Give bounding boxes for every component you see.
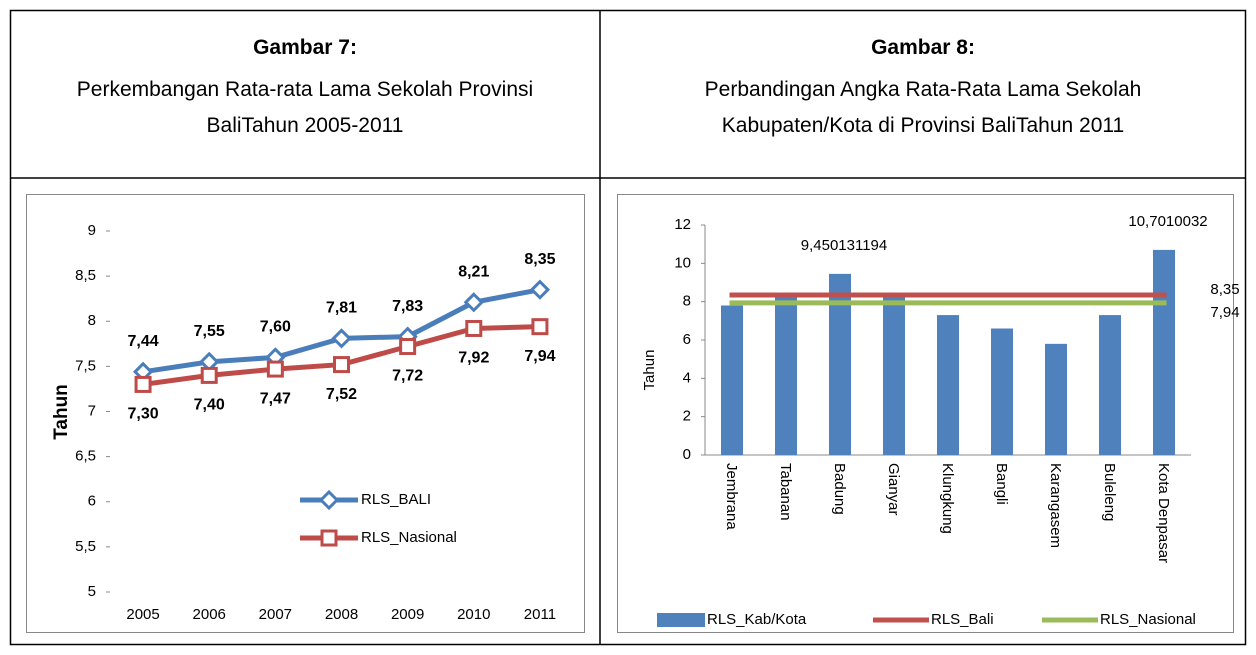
marker xyxy=(531,318,549,336)
x-tick-label: Bangli xyxy=(993,463,1010,505)
x-tick-label: 2007 xyxy=(259,606,292,623)
data-label: 8,35 xyxy=(1210,281,1239,298)
y-tick-label: 8,5 xyxy=(75,267,96,284)
x-tick-label: Gianyar xyxy=(885,463,902,516)
x-tick-label: 2005 xyxy=(126,606,159,623)
y-tick-label: 8 xyxy=(88,312,96,329)
y-tick-label: 9 xyxy=(88,222,96,239)
data-label: 9,450131194 xyxy=(801,237,887,254)
x-tick-label: Kota Denpasar xyxy=(1155,463,1172,563)
bar xyxy=(775,295,797,455)
y-tick-label: 4 xyxy=(683,369,691,386)
legend-marker xyxy=(320,529,338,547)
legend-label: RLS_Kab/Kota xyxy=(707,611,807,628)
data-label: 7,55 xyxy=(194,323,225,340)
legend-label: RLS_Bali xyxy=(931,611,994,628)
table-border xyxy=(9,9,1247,646)
x-tick-label: Karangasem xyxy=(1047,463,1064,548)
figure-title: Perbandingan Angka Rata-Rata Lama Sekola… xyxy=(704,78,1142,137)
y-axis-title: Tahun xyxy=(51,384,72,440)
data-label: 7,94 xyxy=(1210,304,1239,321)
bar xyxy=(991,328,1013,455)
legend-label: RLS_Nasional xyxy=(361,529,457,546)
marker xyxy=(529,279,551,300)
x-tick-label: Tabanan xyxy=(777,463,794,521)
x-tick-label: 2010 xyxy=(457,606,490,623)
header-cell: Gambar 8: Perbandingan Angka Rata-Rata L… xyxy=(600,10,1246,178)
bar xyxy=(829,273,851,455)
x-tick-label: 2011 xyxy=(524,606,556,623)
data-label: 7,52 xyxy=(326,386,357,403)
marker xyxy=(333,356,350,374)
marker xyxy=(331,328,352,349)
y-tick-label: 7,5 xyxy=(75,357,96,374)
marker xyxy=(134,375,152,393)
y-tick-label: 12 xyxy=(674,216,691,233)
bar xyxy=(1099,315,1121,455)
y-tick-label: 0 xyxy=(683,446,691,463)
data-label: 7,94 xyxy=(524,348,555,365)
chart-frame xyxy=(26,194,585,633)
y-axis-title: Tahun xyxy=(641,350,658,391)
y-tick-label: 2 xyxy=(683,408,691,425)
legend-label: RLS_BALI xyxy=(361,491,431,508)
figure-label: Gambar 7: xyxy=(253,36,357,59)
legend-marker xyxy=(318,489,340,511)
y-tick-label: 5 xyxy=(88,583,96,600)
data-label: 8,35 xyxy=(524,251,555,268)
x-tick-label: Jembrana xyxy=(723,463,740,530)
bar xyxy=(721,305,743,455)
data-label: 7,60 xyxy=(260,319,291,336)
y-tick-label: 6 xyxy=(683,331,691,348)
y-tick-label: 8 xyxy=(683,293,691,310)
figure-label: Gambar 8: xyxy=(871,36,975,59)
x-tick-label: 2006 xyxy=(193,606,226,623)
y-tick-label: 6,5 xyxy=(75,448,96,465)
y-tick-label: 5,5 xyxy=(75,538,96,555)
marker xyxy=(266,360,284,378)
x-tick-label: 2009 xyxy=(391,606,424,623)
figure-title: Perkembangan Rata-rata Lama Sekolah Prov… xyxy=(76,78,534,137)
x-tick-label: 2008 xyxy=(325,606,358,623)
data-label: 7,30 xyxy=(128,406,159,423)
data-label: 7,47 xyxy=(260,390,291,407)
data-label: 7,44 xyxy=(128,333,159,350)
x-tick-label: Klungkung xyxy=(939,463,956,534)
data-label: 8,21 xyxy=(458,264,489,281)
data-label: 7,81 xyxy=(326,300,357,317)
x-tick-label: Badung xyxy=(831,463,848,515)
data-label: 7,40 xyxy=(194,397,225,414)
bar xyxy=(1045,343,1067,455)
marker xyxy=(200,366,218,384)
data-label: 10,7010032 xyxy=(1128,213,1207,230)
bar xyxy=(883,295,905,455)
marker xyxy=(463,292,484,313)
chart-frame xyxy=(617,194,1234,633)
y-tick-label: 7 xyxy=(88,402,96,419)
header-cell: Gambar 7: Perkembangan Rata-rata Lama Se… xyxy=(10,10,600,178)
y-tick-label: 6 xyxy=(88,493,96,510)
bar xyxy=(937,315,959,455)
y-tick-label: 10 xyxy=(674,254,691,271)
data-label: 7,83 xyxy=(392,298,423,315)
data-label: 7,92 xyxy=(458,350,489,367)
data-label: 7,72 xyxy=(392,368,423,385)
legend-label: RLS_Nasional xyxy=(1100,611,1196,628)
marker xyxy=(465,319,483,337)
bar xyxy=(1153,249,1175,455)
marker xyxy=(399,338,417,356)
x-tick-label: Buleleng xyxy=(1101,463,1118,521)
legend-swatch xyxy=(657,613,705,627)
